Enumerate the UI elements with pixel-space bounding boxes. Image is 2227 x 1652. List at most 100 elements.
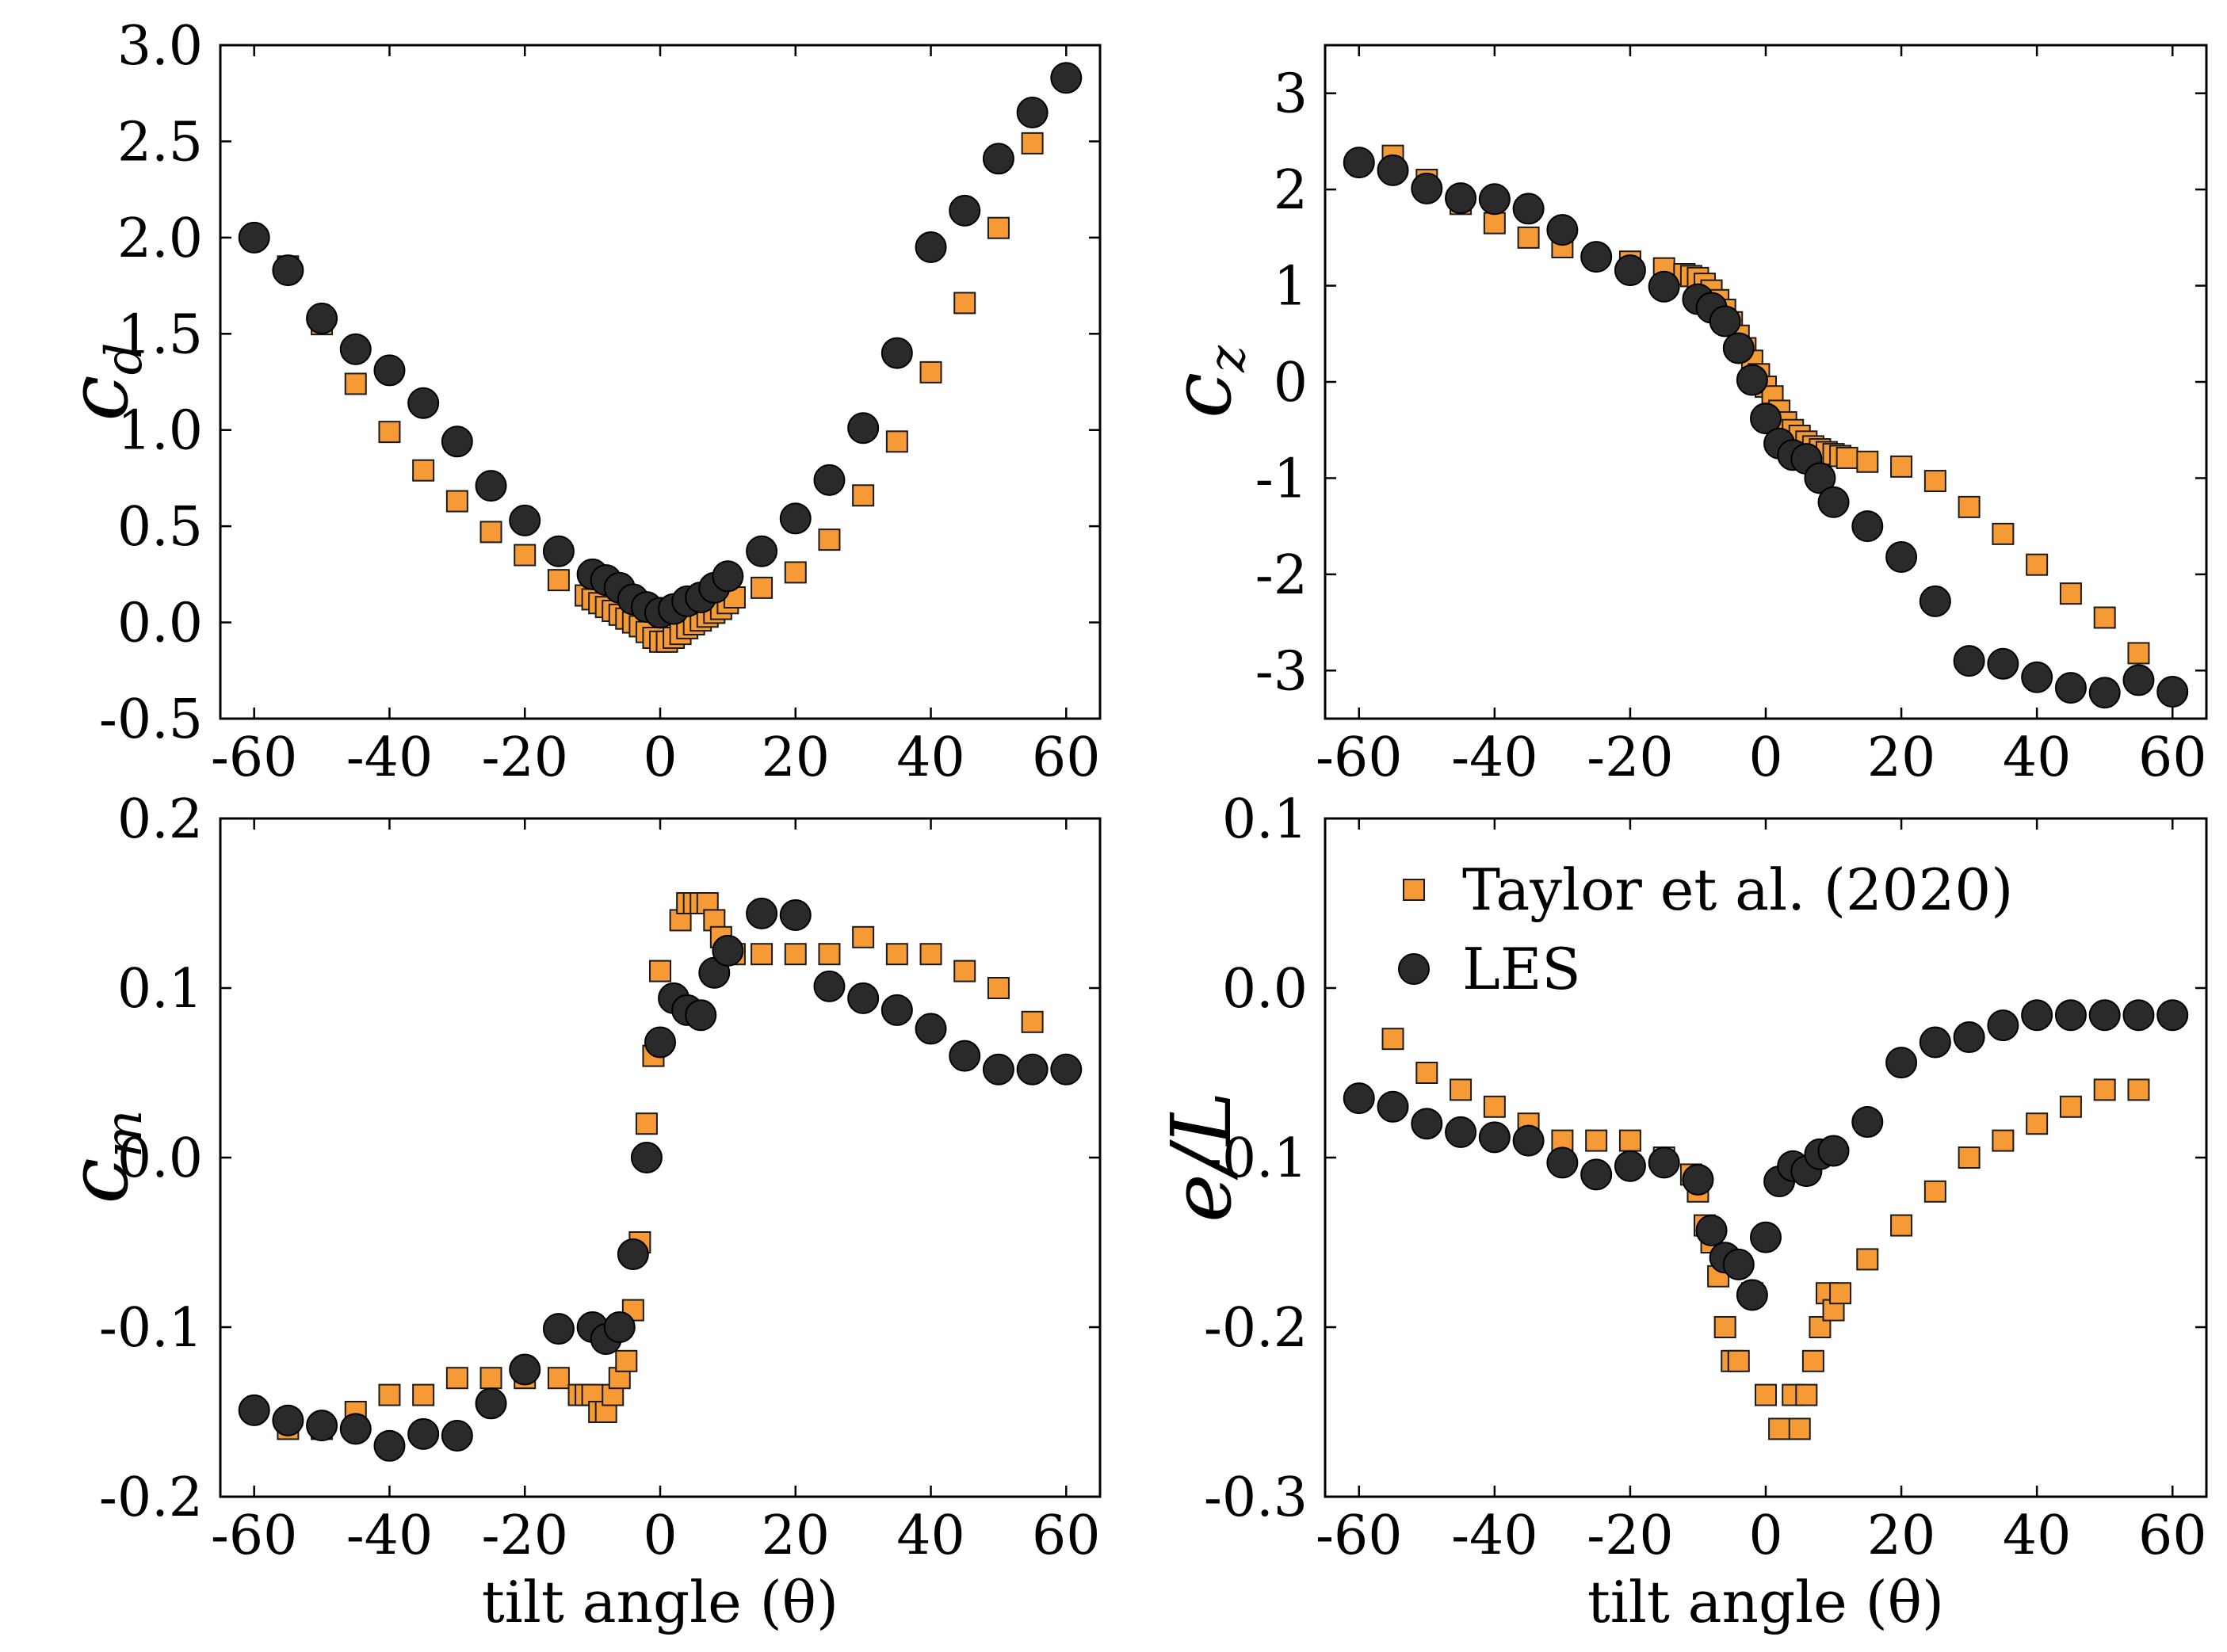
y-tick-label: 3 [1274, 63, 1308, 126]
data-point-circle [1016, 1053, 1049, 1085]
data-point-square [1958, 495, 1981, 518]
x-tick-label: 60 [1032, 727, 1101, 789]
data-point-circle [2088, 999, 2121, 1032]
data-point-square [1795, 1383, 1818, 1406]
data-point-circle [2122, 999, 2155, 1032]
x-tick-label: 0 [643, 1505, 677, 1567]
x-tick-label: -60 [1316, 1505, 1403, 1567]
x-axis-label: tilt angle (θ) [1587, 1569, 1944, 1635]
data-point-square [2093, 606, 2116, 629]
data-point-circle [2021, 661, 2053, 693]
data-point-circle [373, 354, 406, 387]
data-point-square [885, 430, 908, 453]
data-point-square [1856, 450, 1879, 473]
data-point-circle [1478, 1121, 1511, 1154]
x-tick-label: -60 [211, 727, 298, 789]
data-point-square [1517, 226, 1540, 249]
data-point-circle [542, 535, 575, 567]
data-point-circle [1580, 1158, 1613, 1191]
series-les [238, 897, 1083, 1462]
data-point-square [1801, 1349, 1824, 1372]
data-point-square [1755, 1383, 1777, 1406]
data-point-circle [441, 1419, 473, 1452]
y-tick-label: 0.0 [117, 593, 203, 655]
data-point-square [479, 521, 502, 544]
data-point-circle [407, 387, 440, 419]
y-tick-label: -0.1 [99, 1297, 203, 1360]
data-point-square [1381, 1028, 1404, 1051]
y-tick-label: 2.5 [117, 111, 203, 174]
data-point-circle [1648, 270, 1680, 303]
data-point-circle [475, 1387, 507, 1420]
y-axis-label: cd [50, 342, 154, 421]
data-point-circle [509, 504, 541, 536]
data-point-circle [2156, 999, 2189, 1032]
x-tick-label: -20 [481, 727, 568, 789]
data-point-circle [982, 1053, 1014, 1085]
data-point-square [987, 977, 1010, 999]
data-point-circle [1377, 154, 1409, 186]
data-point-circle [1804, 462, 1836, 494]
x-tick-label: 40 [2003, 727, 2072, 789]
y-axis-label-subscript: d [95, 342, 154, 375]
data-point-circle [915, 231, 947, 263]
data-point-circle [1885, 541, 1918, 573]
data-point-square [1021, 1010, 1044, 1033]
data-point-circle [1050, 1053, 1083, 1085]
data-point-square [2026, 553, 2049, 576]
data-point-circle [238, 1394, 270, 1426]
data-point-square [1021, 132, 1044, 155]
x-tick-label: 60 [1032, 1505, 1101, 1567]
data-point-circle [509, 1353, 541, 1386]
y-tick-label: 0.0 [117, 1127, 203, 1190]
x-tick-label: 20 [1867, 1505, 1936, 1567]
data-point-square [1992, 1129, 2015, 1152]
data-point-circle [1546, 214, 1579, 246]
data-point-square [1958, 1146, 1981, 1169]
data-point-square [784, 561, 807, 584]
data-point-circle [1709, 305, 1741, 338]
x-tick-label: 40 [2003, 1505, 2072, 1567]
data-point-circle [712, 560, 744, 593]
data-point-circle [1614, 254, 1646, 287]
data-point-circle [644, 1026, 676, 1059]
data-point-square [1890, 1214, 1913, 1237]
data-point-circle [847, 982, 880, 1014]
x-tick-label: 20 [1867, 727, 1936, 789]
data-point-circle [1722, 1248, 1755, 1280]
data-point-square [2059, 582, 2082, 605]
data-point-circle [407, 1417, 440, 1450]
data-point-circle [1919, 585, 1951, 617]
x-tick-label: 0 [1748, 1505, 1782, 1567]
data-point-square [412, 459, 435, 482]
data-point-circle [1885, 1047, 1918, 1079]
data-point-circle [1343, 147, 1375, 179]
y-tick-label: 0.5 [117, 496, 203, 559]
y-tick-label: 0.1 [117, 958, 203, 1021]
x-tick-label: -60 [1316, 727, 1403, 789]
data-point-square [919, 361, 942, 383]
data-point-square [378, 421, 401, 444]
data-point-square [547, 569, 570, 592]
data-point-circle [617, 1238, 649, 1270]
data-point-circle [2122, 664, 2155, 696]
data-point-square [751, 576, 774, 599]
legend-label-les: LES [1462, 936, 1581, 1002]
legend-marker-circle [1398, 953, 1430, 985]
data-point-square [919, 943, 942, 966]
y-tick-label: -0.2 [1204, 1297, 1308, 1360]
x-tick-label: -20 [481, 1505, 568, 1567]
data-point-circle [339, 333, 372, 365]
data-point-circle [339, 1413, 372, 1445]
data-point-square [953, 292, 976, 315]
data-point-circle [2021, 999, 2053, 1032]
data-point-circle [1750, 1221, 1782, 1253]
data-point-circle [1953, 1021, 1985, 1054]
data-point-square [479, 1367, 502, 1390]
y-tick-label: 0.0 [1222, 958, 1308, 1021]
data-point-circle [1411, 1108, 1443, 1140]
series-les [1343, 147, 2189, 709]
panel-cm: -60 -40 -20 0 20 40 60 -0.2 -0.1 0.0 0.1 0.2 cm tilt … [50, 788, 1102, 1635]
data-point-circle [1050, 62, 1083, 94]
